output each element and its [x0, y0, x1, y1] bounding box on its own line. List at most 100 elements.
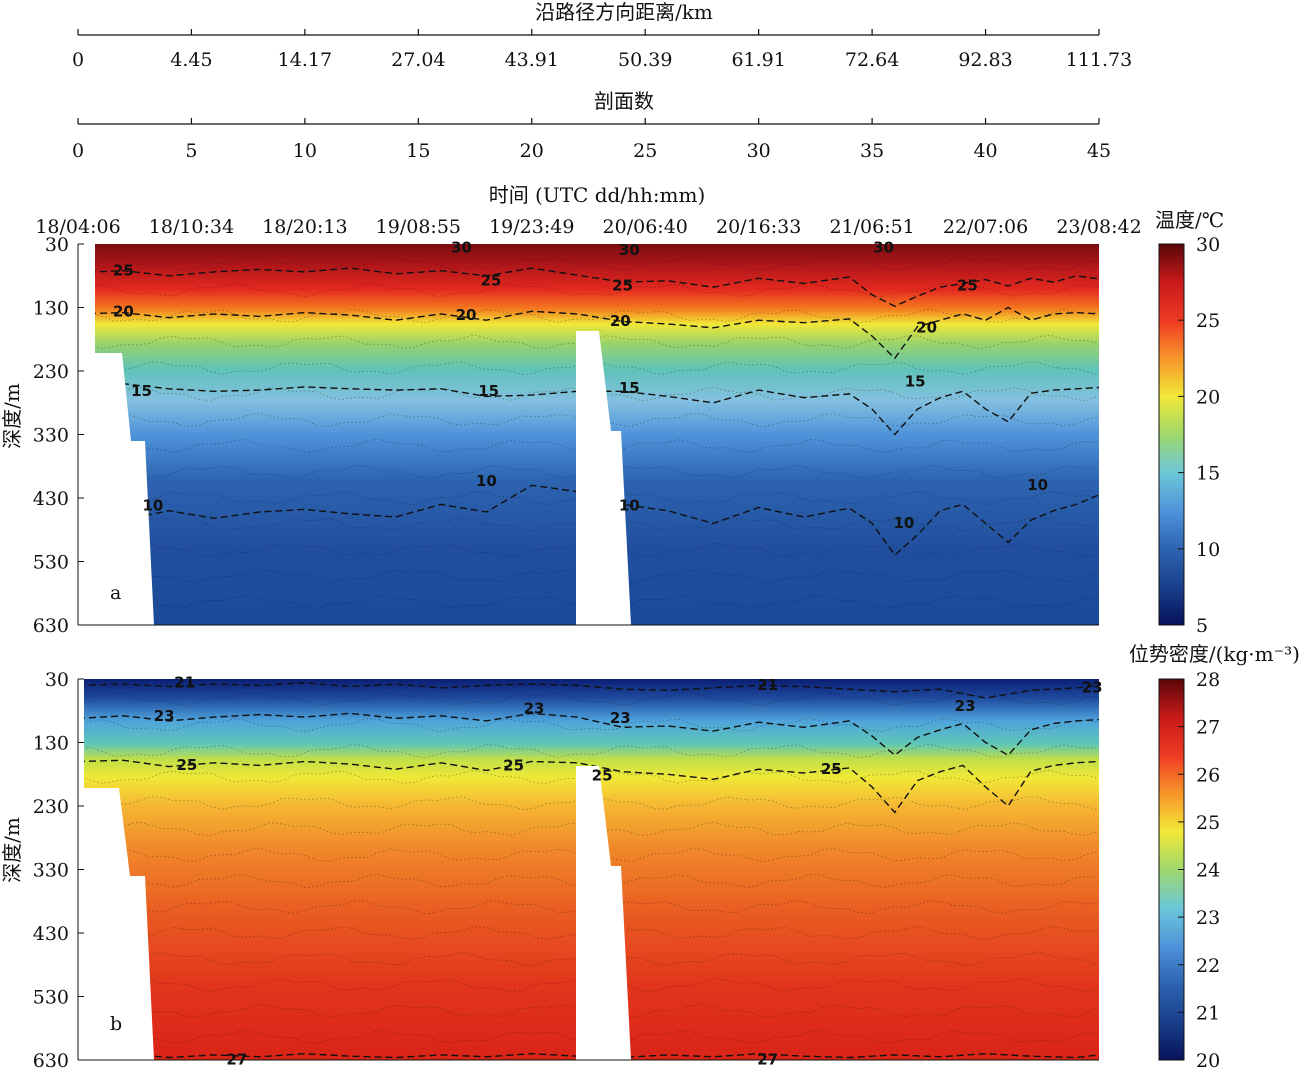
colorbar-tick-label: 26	[1196, 764, 1220, 786]
data-gap-middle	[576, 331, 631, 625]
contour-line-25	[78, 759, 1099, 814]
time-axis-ticks: 18/04:06 18/10:34 18/20:13 19/08:55 19/23:49…	[35, 216, 1141, 238]
contour-label: 21	[757, 676, 778, 694]
contour-label: 20	[916, 319, 937, 337]
distance-tick-label: 27.04	[391, 49, 445, 71]
contour-label: 10	[142, 496, 163, 514]
contour-label: 21	[174, 674, 195, 692]
colorbar-tick-label: 28	[1196, 669, 1220, 691]
time-tick-label: 18/10:34	[149, 216, 234, 238]
profile-count-tick-label: 30	[747, 140, 771, 162]
colorbar-tick-label: 10	[1196, 539, 1220, 561]
profile-count-axis: 剖面数 0 5 10 15 20 25 30 35 40 45	[72, 89, 1111, 162]
isoline-dotted	[78, 743, 1099, 759]
contour-label: 25	[503, 757, 524, 775]
y-tick-label: 230	[33, 361, 69, 383]
data-gap-left	[78, 244, 154, 625]
contour-label: 15	[131, 382, 152, 400]
y-tick-label: 530	[33, 987, 69, 1009]
isoline-dotted	[78, 821, 1099, 837]
distance-tick-label: 0	[72, 49, 84, 71]
time-tick-label: 23/08:42	[1056, 216, 1141, 238]
temperature-depth-bands	[78, 256, 1099, 610]
density-depth-bands	[78, 691, 1099, 1045]
y-tick-label: 30	[45, 669, 69, 691]
colorbar-tick-label: 21	[1196, 1002, 1220, 1024]
colorbar-tick-label: 22	[1196, 955, 1220, 977]
distance-tick-label: 43.91	[505, 49, 559, 71]
colorbar-tick-label: 23	[1196, 907, 1220, 929]
contour-label: 23	[524, 700, 545, 718]
y-tick-label: 30	[45, 234, 69, 256]
distance-tick-label: 72.64	[845, 49, 899, 71]
isoline-dotted	[78, 308, 1099, 324]
distance-axis-label: 沿路径方向距离/km	[535, 0, 713, 24]
distance-axis-ticks: 0 4.45 14.17 27.04 43.91 50.39 61.91 72.64 92.83…	[72, 29, 1132, 71]
temperature-colorbar: 温度/℃ 5 10 15 20 25 30	[1155, 208, 1224, 637]
time-tick-label: 18/04:06	[35, 216, 120, 238]
contour-label: 30	[619, 241, 640, 259]
colorbar-tick-label: 24	[1196, 860, 1220, 882]
contour-label: 10	[893, 514, 914, 532]
contour-line-25	[78, 267, 1099, 307]
isoline-dotted	[78, 1029, 1099, 1045]
profile-count-tick-label: 25	[633, 140, 657, 162]
contour-label: 20	[610, 312, 631, 330]
contour-line-20	[78, 306, 1099, 360]
y-tick-label: 430	[33, 488, 69, 510]
contour-label: 30	[451, 239, 472, 257]
y-tick-label: 630	[33, 1050, 69, 1072]
colorbar-tick-label: 27	[1196, 717, 1220, 739]
isoline-dotted	[78, 873, 1099, 889]
distance-tick-label: 61.91	[731, 49, 785, 71]
contour-label: 25	[113, 261, 134, 279]
contour-label: 25	[176, 756, 197, 774]
isoline-dotted	[78, 516, 1099, 532]
temperature-colorbar-ticks: 5 10 15 20 25 30	[1178, 234, 1220, 637]
contour-label: 15	[905, 373, 926, 391]
temperature-colorbar-ramp	[1158, 243, 1185, 626]
y-tick-label: 530	[33, 552, 69, 574]
panel-a-label: a	[110, 582, 121, 604]
temperature-colorbar-label: 温度/℃	[1155, 208, 1224, 232]
colorbar-tick-label: 15	[1196, 463, 1220, 485]
profile-count-axis-label: 剖面数	[594, 89, 654, 113]
y-tick-label: 130	[33, 298, 69, 320]
y-tick-label: 230	[33, 796, 69, 818]
isoline-dotted	[78, 334, 1099, 350]
y-tick-label: 630	[33, 615, 69, 637]
time-tick-label: 20/16:33	[716, 216, 801, 238]
contour-label: 10	[476, 472, 497, 490]
contour-label: 23	[154, 707, 175, 725]
distance-tick-label: 92.83	[958, 49, 1012, 71]
contour-label: 15	[619, 379, 640, 397]
density-colorbar-ticks: 20 21 22 23 24 25 26 27 28	[1178, 669, 1220, 1072]
contour-label: 20	[113, 303, 134, 321]
time-tick-label: 18/20:13	[262, 216, 347, 238]
time-tick-label: 19/23:49	[489, 216, 574, 238]
profile-count-tick-label: 35	[860, 140, 884, 162]
isoline-dotted	[78, 542, 1099, 558]
temperature-contours	[78, 267, 1099, 557]
distance-tick-label: 14.17	[278, 49, 332, 71]
colorbar-tick-label: 5	[1196, 615, 1208, 637]
profile-count-tick-label: 10	[293, 140, 317, 162]
density-y-label: 深度/m	[0, 817, 24, 883]
colorbar-tick-label: 30	[1196, 234, 1220, 256]
isoline-dotted	[78, 1003, 1099, 1019]
time-tick-label: 19/08:55	[376, 216, 461, 238]
isoline-dotted	[78, 769, 1099, 785]
density-y-ticks: 30 130 230 330 430 530 630	[33, 669, 84, 1072]
profile-count-tick-label: 20	[520, 140, 544, 162]
isoline-dotted	[78, 951, 1099, 967]
contour-label: 25	[480, 272, 501, 290]
profile-count-tick-label: 45	[1087, 140, 1111, 162]
contour-label: 30	[873, 239, 894, 257]
isoline-dotted	[78, 977, 1099, 993]
time-axis: 时间 (UTC dd/hh:mm) 18/04:06 18/10:34 18/20:…	[35, 183, 1141, 238]
y-tick-label: 130	[33, 733, 69, 755]
